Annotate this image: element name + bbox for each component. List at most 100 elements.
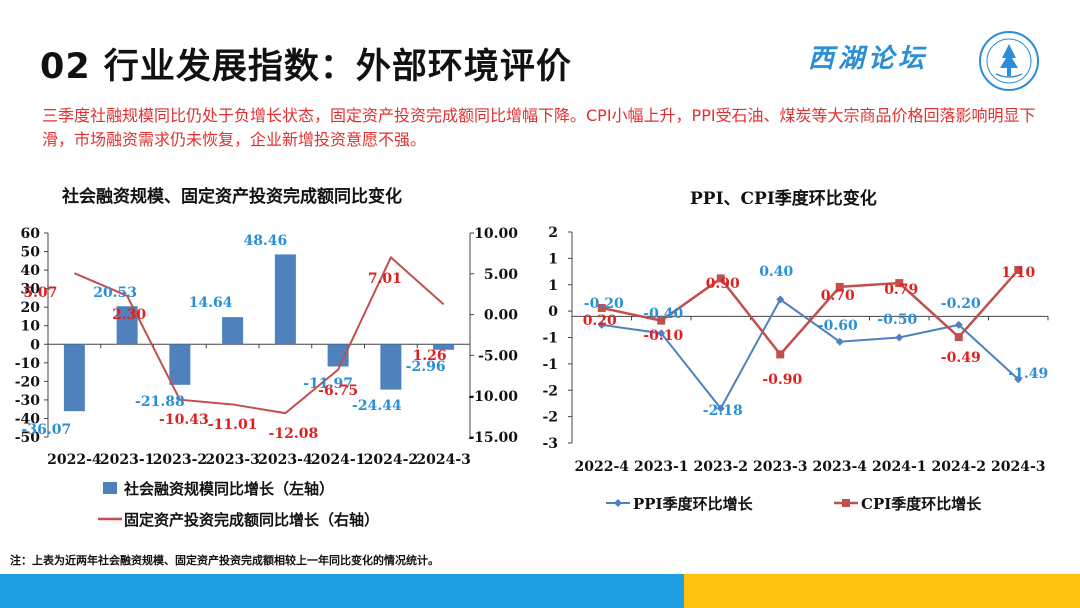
chart1-left-tick-label: -30 xyxy=(15,393,41,409)
chart2-title: PPI、CPI季度环比变化 xyxy=(690,189,877,209)
chart1-bar xyxy=(116,306,138,345)
chart2-ppi-marker xyxy=(776,295,785,304)
chart1-right-tick-label: -10.00 xyxy=(468,389,518,405)
chart1-line-label: -12.08 xyxy=(269,426,319,442)
chart1-line-label: -6.75 xyxy=(318,383,358,399)
chart1-bar xyxy=(222,317,244,345)
chart1-bar xyxy=(433,344,455,350)
chart1-left-tick-label: 50 xyxy=(21,245,41,261)
chart2-ppi-marker xyxy=(895,333,904,342)
summary-text: 三季度社融规模同比仍处于负增长状态，固定资产投资完成额同比增幅下降。CPI小幅上… xyxy=(42,106,1036,149)
chart1-bar xyxy=(380,344,402,390)
chart1-legend-line-label: 固定资产投资完成额同比增长（右轴） xyxy=(124,511,379,529)
chart2-cpi-marker xyxy=(1014,265,1023,274)
chart1-left-tick-label: 30 xyxy=(21,282,41,298)
chart1-left-tick-label: 10 xyxy=(21,319,41,335)
chart1-bar xyxy=(274,254,296,345)
footnote: 注：上表为近两年社会融资规模、固定资产投资完成额相较上一年同比变化的情况统计。 xyxy=(10,554,439,567)
chart2-y-tick-label: -1 xyxy=(542,331,558,347)
chart1-bar-label: -11.97 xyxy=(303,376,353,392)
chart1-line-label: -10.43 xyxy=(159,412,209,428)
chart2-ppi-marker xyxy=(954,320,963,329)
chart1-x-label: 2022-4 xyxy=(47,452,102,468)
chart2-legend-ppi-marker xyxy=(614,499,622,507)
chart1-bar-label: -36.07 xyxy=(22,422,72,438)
chart2-ppi-label: -0.60 xyxy=(818,318,858,334)
chart2-cpi-label: 0.70 xyxy=(821,288,855,304)
chart2-y-tick-label: -3 xyxy=(542,436,558,452)
chart1-right-tick-label: -5.00 xyxy=(478,348,518,364)
chart1-left-tick-label: -40 xyxy=(15,411,41,427)
chart1-left-tick-label: -10 xyxy=(15,356,41,372)
chart2-y-tick-label: -1 xyxy=(542,357,558,373)
chart2-ppi-label: -1.49 xyxy=(1008,366,1048,382)
chart1-left-tick-label: 60 xyxy=(21,226,41,242)
chart2-x-label: 2023-3 xyxy=(753,459,808,475)
chart1-left-tick-label: -50 xyxy=(15,430,41,446)
chart2-ppi-label: -0.20 xyxy=(941,296,981,312)
chart1-x-label: 2024-3 xyxy=(416,452,471,468)
chart1-bar-label: -2.96 xyxy=(406,359,446,375)
chart2-x-label: 2023-1 xyxy=(634,459,689,475)
chart1-x-label: 2024-1 xyxy=(311,452,366,468)
chart2-ppi-label: 0.40 xyxy=(759,264,793,280)
chart1-bar xyxy=(169,344,191,385)
chart1-line-label: 1.26 xyxy=(413,348,447,364)
chart2-cpi-label: -0.49 xyxy=(941,350,981,366)
chart2-ppi-label: -0.20 xyxy=(584,296,624,312)
chart2-cpi-marker xyxy=(597,303,606,312)
chart2-x-label: 2023-4 xyxy=(812,459,867,475)
chart2-cpi-label: 0.79 xyxy=(884,282,918,298)
chart2-legend-cpi-label: CPI季度环比增长 xyxy=(861,495,982,513)
chart1-line-label: -11.01 xyxy=(208,417,258,433)
chart2-legend-cpi-marker xyxy=(842,499,850,507)
chart1-right-tick-label: 10.00 xyxy=(474,226,518,242)
chart1-line-label: 7.01 xyxy=(368,271,402,287)
footer-band-blue xyxy=(0,574,684,608)
chart2-cpi-label: 0.20 xyxy=(583,313,617,329)
chart2-y-tick-label: 0 xyxy=(548,304,558,320)
chart1-right-tick-label: 0.00 xyxy=(484,308,518,324)
chart1-x-label: 2024-2 xyxy=(364,452,419,468)
chart2-cpi-marker xyxy=(657,316,666,325)
chart2-cpi-label: -0.90 xyxy=(762,372,802,388)
chart2-cpi-marker xyxy=(835,282,844,291)
forum-logo-text: 西湖论坛 xyxy=(808,44,929,74)
chart1-investment-line xyxy=(73,255,445,415)
chart2-ppi-label: -0.40 xyxy=(643,306,683,322)
chart2-y-tick-label: 1 xyxy=(548,251,558,267)
chart2-ppi-label: -2.18 xyxy=(703,403,743,419)
chart2-x-label: 2024-2 xyxy=(931,459,986,475)
chart1-x-label: 2023-2 xyxy=(153,452,208,468)
chart1-bar-label: 14.64 xyxy=(189,295,233,311)
chart1-left-tick-label: -20 xyxy=(15,374,41,390)
chart1-bar xyxy=(327,344,349,367)
chart2-y-tick-label: 1 xyxy=(548,278,558,294)
forum-emblem-icon xyxy=(979,31,1039,91)
chart2-cpi-marker xyxy=(895,279,904,288)
chart1-line-label: 5.07 xyxy=(23,285,57,301)
footer-band-yellow xyxy=(684,574,1080,608)
chart2-ppi-marker xyxy=(716,404,725,413)
chart2-y-tick-label: -2 xyxy=(542,410,558,426)
chart2-x-label: 2024-1 xyxy=(872,459,927,475)
chart1-bar-label: -21.88 xyxy=(135,394,185,410)
chart2-cpi-marker xyxy=(716,274,725,283)
chart2-cpi-marker xyxy=(776,350,785,359)
chart1-title: 社会融资规模、固定资产投资完成额同比变化 xyxy=(62,187,402,207)
chart2-y-tick-label: 2 xyxy=(548,225,558,241)
chart1-x-label: 2023-4 xyxy=(258,452,313,468)
chart2-cpi-line xyxy=(601,269,1020,357)
chart1-legend-bar-label: 社会融资规模同比增长（左轴） xyxy=(123,480,334,498)
chart1-legend-bar-swatch xyxy=(103,482,117,494)
chart1-line-label: 2.30 xyxy=(112,307,146,323)
chart2-cpi-marker xyxy=(954,333,963,342)
chart2-legend-ppi-label: PPI季度环比增长 xyxy=(633,495,754,513)
chart1-left-tick-label: 0 xyxy=(30,337,40,353)
chart1-left-tick-label: 40 xyxy=(21,263,41,279)
chart2-x-label: 2023-2 xyxy=(693,459,748,475)
chart2-ppi-marker xyxy=(1014,375,1023,384)
chart1-x-label: 2023-3 xyxy=(205,452,260,468)
chart2-ppi-label: -0.50 xyxy=(877,312,917,328)
